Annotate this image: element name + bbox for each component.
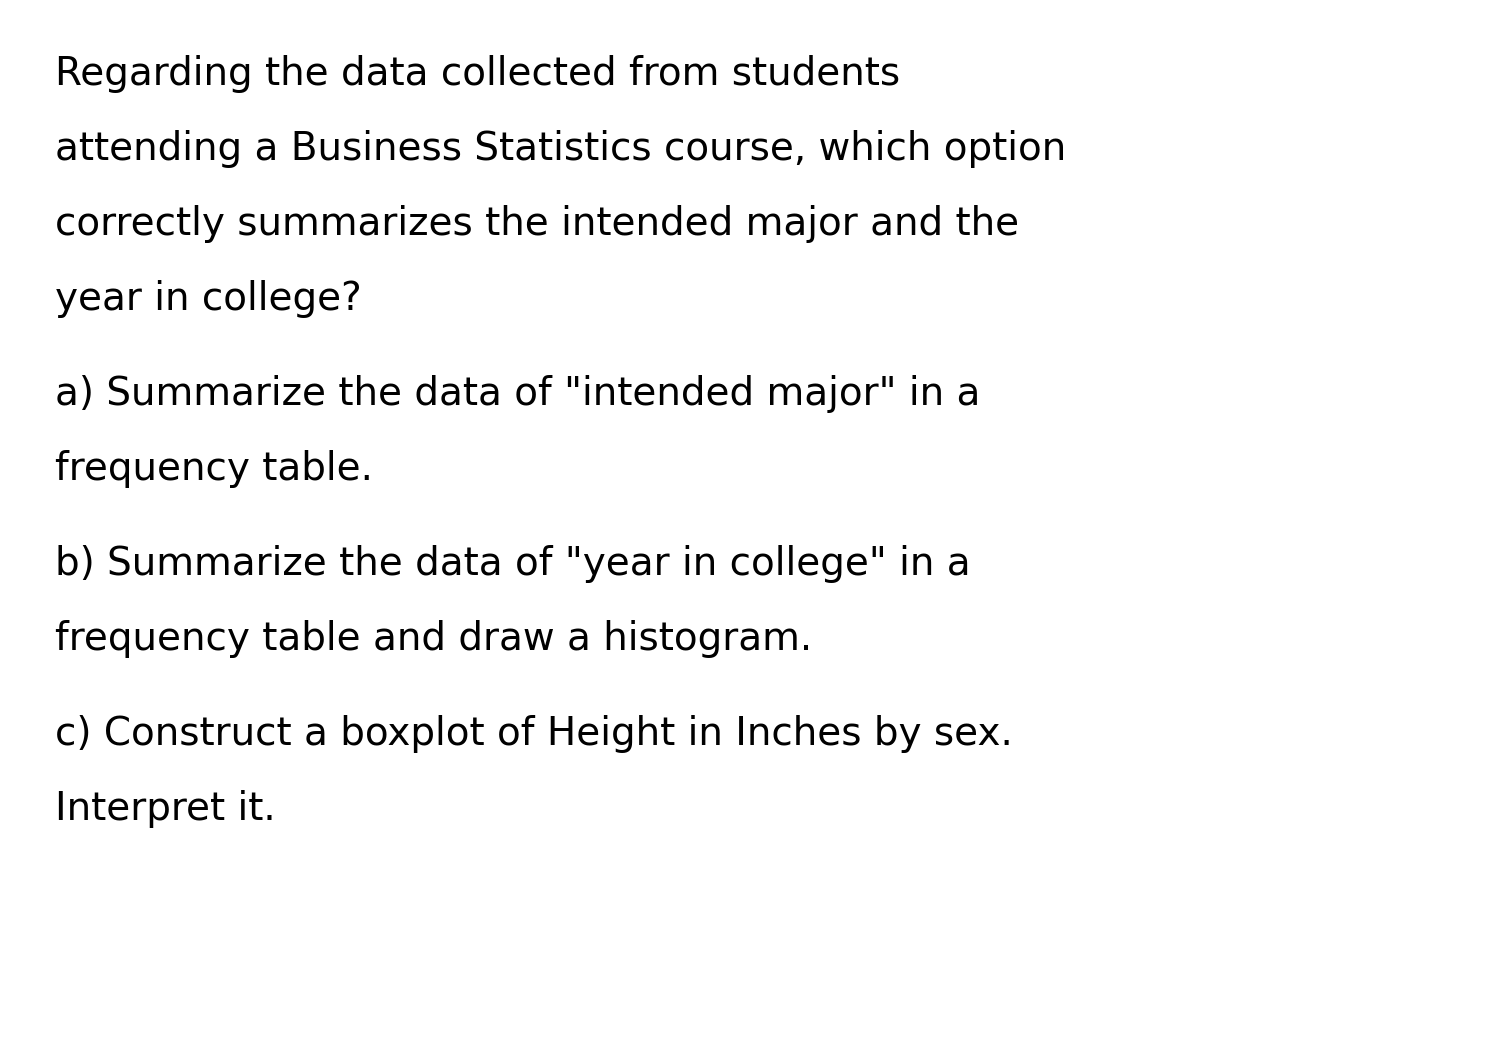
- Text: b) Summarize the data of "year in college" in a: b) Summarize the data of "year in colleg…: [56, 545, 970, 583]
- Text: Regarding the data collected from students: Regarding the data collected from studen…: [56, 55, 900, 93]
- Text: a) Summarize the data of "intended major" in a: a) Summarize the data of "intended major…: [56, 375, 981, 413]
- Text: Interpret it.: Interpret it.: [56, 790, 276, 828]
- Text: c) Construct a boxplot of Height in Inches by sex.: c) Construct a boxplot of Height in Inch…: [56, 716, 1012, 753]
- Text: attending a Business Statistics course, which option: attending a Business Statistics course, …: [56, 130, 1066, 168]
- Text: frequency table and draw a histogram.: frequency table and draw a histogram.: [56, 620, 813, 658]
- Text: year in college?: year in college?: [56, 280, 362, 318]
- Text: frequency table.: frequency table.: [56, 450, 374, 488]
- Text: correctly summarizes the intended major and the: correctly summarizes the intended major …: [56, 205, 1018, 243]
